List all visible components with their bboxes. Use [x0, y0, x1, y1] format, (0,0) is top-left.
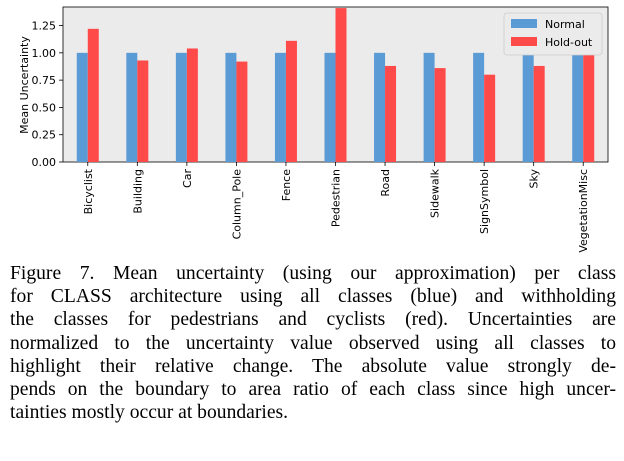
bar-normal — [473, 52, 485, 162]
bar-chart: 0.00 0.25 0.50 0.75 1.00 1.25 Bicyclist Buildi… — [18, 6, 609, 253]
caption-line: highlight their relative change. The abs… — [10, 355, 616, 377]
bar-normal — [126, 52, 138, 162]
y-tick-label: 1.25 — [32, 20, 57, 33]
y-tick-label: 0.75 — [32, 74, 57, 87]
y-tick-label: 0.50 — [32, 101, 57, 114]
caption-line: Figure 7. Mean uncertainty (using our ap… — [10, 263, 616, 284]
figure-caption: Figure 7. Mean uncertainty (using our ap… — [10, 262, 616, 424]
x-tick-label: Car — [181, 169, 194, 188]
bar-hold-out — [87, 28, 99, 162]
bar-normal — [175, 52, 187, 162]
x-tick-label: VegetationMisc — [577, 169, 590, 253]
caption-line: for CLASS architecture using all classes… — [10, 286, 616, 308]
bar-hold-out — [533, 65, 545, 162]
y-tick-label: 1.00 — [32, 47, 57, 60]
bar-normal — [522, 52, 534, 162]
legend-swatch-normal — [511, 19, 537, 28]
bar-hold-out — [434, 68, 446, 162]
y-axis-label: Mean Uncertainty — [18, 36, 31, 134]
x-tick-label: Sidewalk — [429, 168, 442, 218]
caption-line: tainties mostly occur at boundaries. — [10, 402, 289, 424]
bar-normal — [274, 52, 286, 162]
bar-normal — [76, 52, 88, 162]
bar-hold-out — [186, 48, 198, 162]
x-tick-label: Column_Pole — [230, 169, 243, 240]
bar-hold-out — [236, 61, 248, 162]
bar-hold-out — [583, 47, 595, 162]
x-tick-label: Bicyclist — [82, 168, 95, 214]
bar-hold-out — [335, 8, 347, 162]
x-tick-label: Road — [379, 169, 392, 197]
bar-normal — [374, 52, 386, 162]
bar-hold-out — [385, 65, 397, 162]
caption-line: pends on the boundary to area ratio of e… — [10, 379, 616, 401]
x-tick-label: Building — [131, 169, 144, 214]
y-tick-label: 0.25 — [32, 129, 57, 142]
caption-line: normalized to the uncertainty value obse… — [10, 332, 616, 354]
x-tick-label: SignSymbol — [478, 169, 491, 234]
bar-normal — [423, 52, 435, 162]
bar-hold-out — [285, 40, 297, 162]
legend-label-hold-out: Hold-out — [545, 36, 593, 49]
x-tick-label: Fence — [280, 169, 293, 202]
bar-hold-out — [484, 74, 496, 162]
bar-normal — [225, 52, 237, 162]
bar-hold-out — [137, 60, 149, 162]
bar-normal — [572, 52, 584, 162]
legend-label-normal: Normal — [545, 18, 585, 31]
caption-line: the classes for pedestrians and cyclists… — [10, 309, 616, 331]
legend-swatch-hold-out — [511, 37, 537, 46]
legend: Normal Hold-out — [503, 12, 603, 56]
x-tick-label: Pedestrian — [330, 169, 343, 227]
x-tick-label: Sky — [528, 169, 541, 189]
bar-normal — [324, 52, 336, 162]
y-tick-label: 0.00 — [32, 156, 57, 169]
